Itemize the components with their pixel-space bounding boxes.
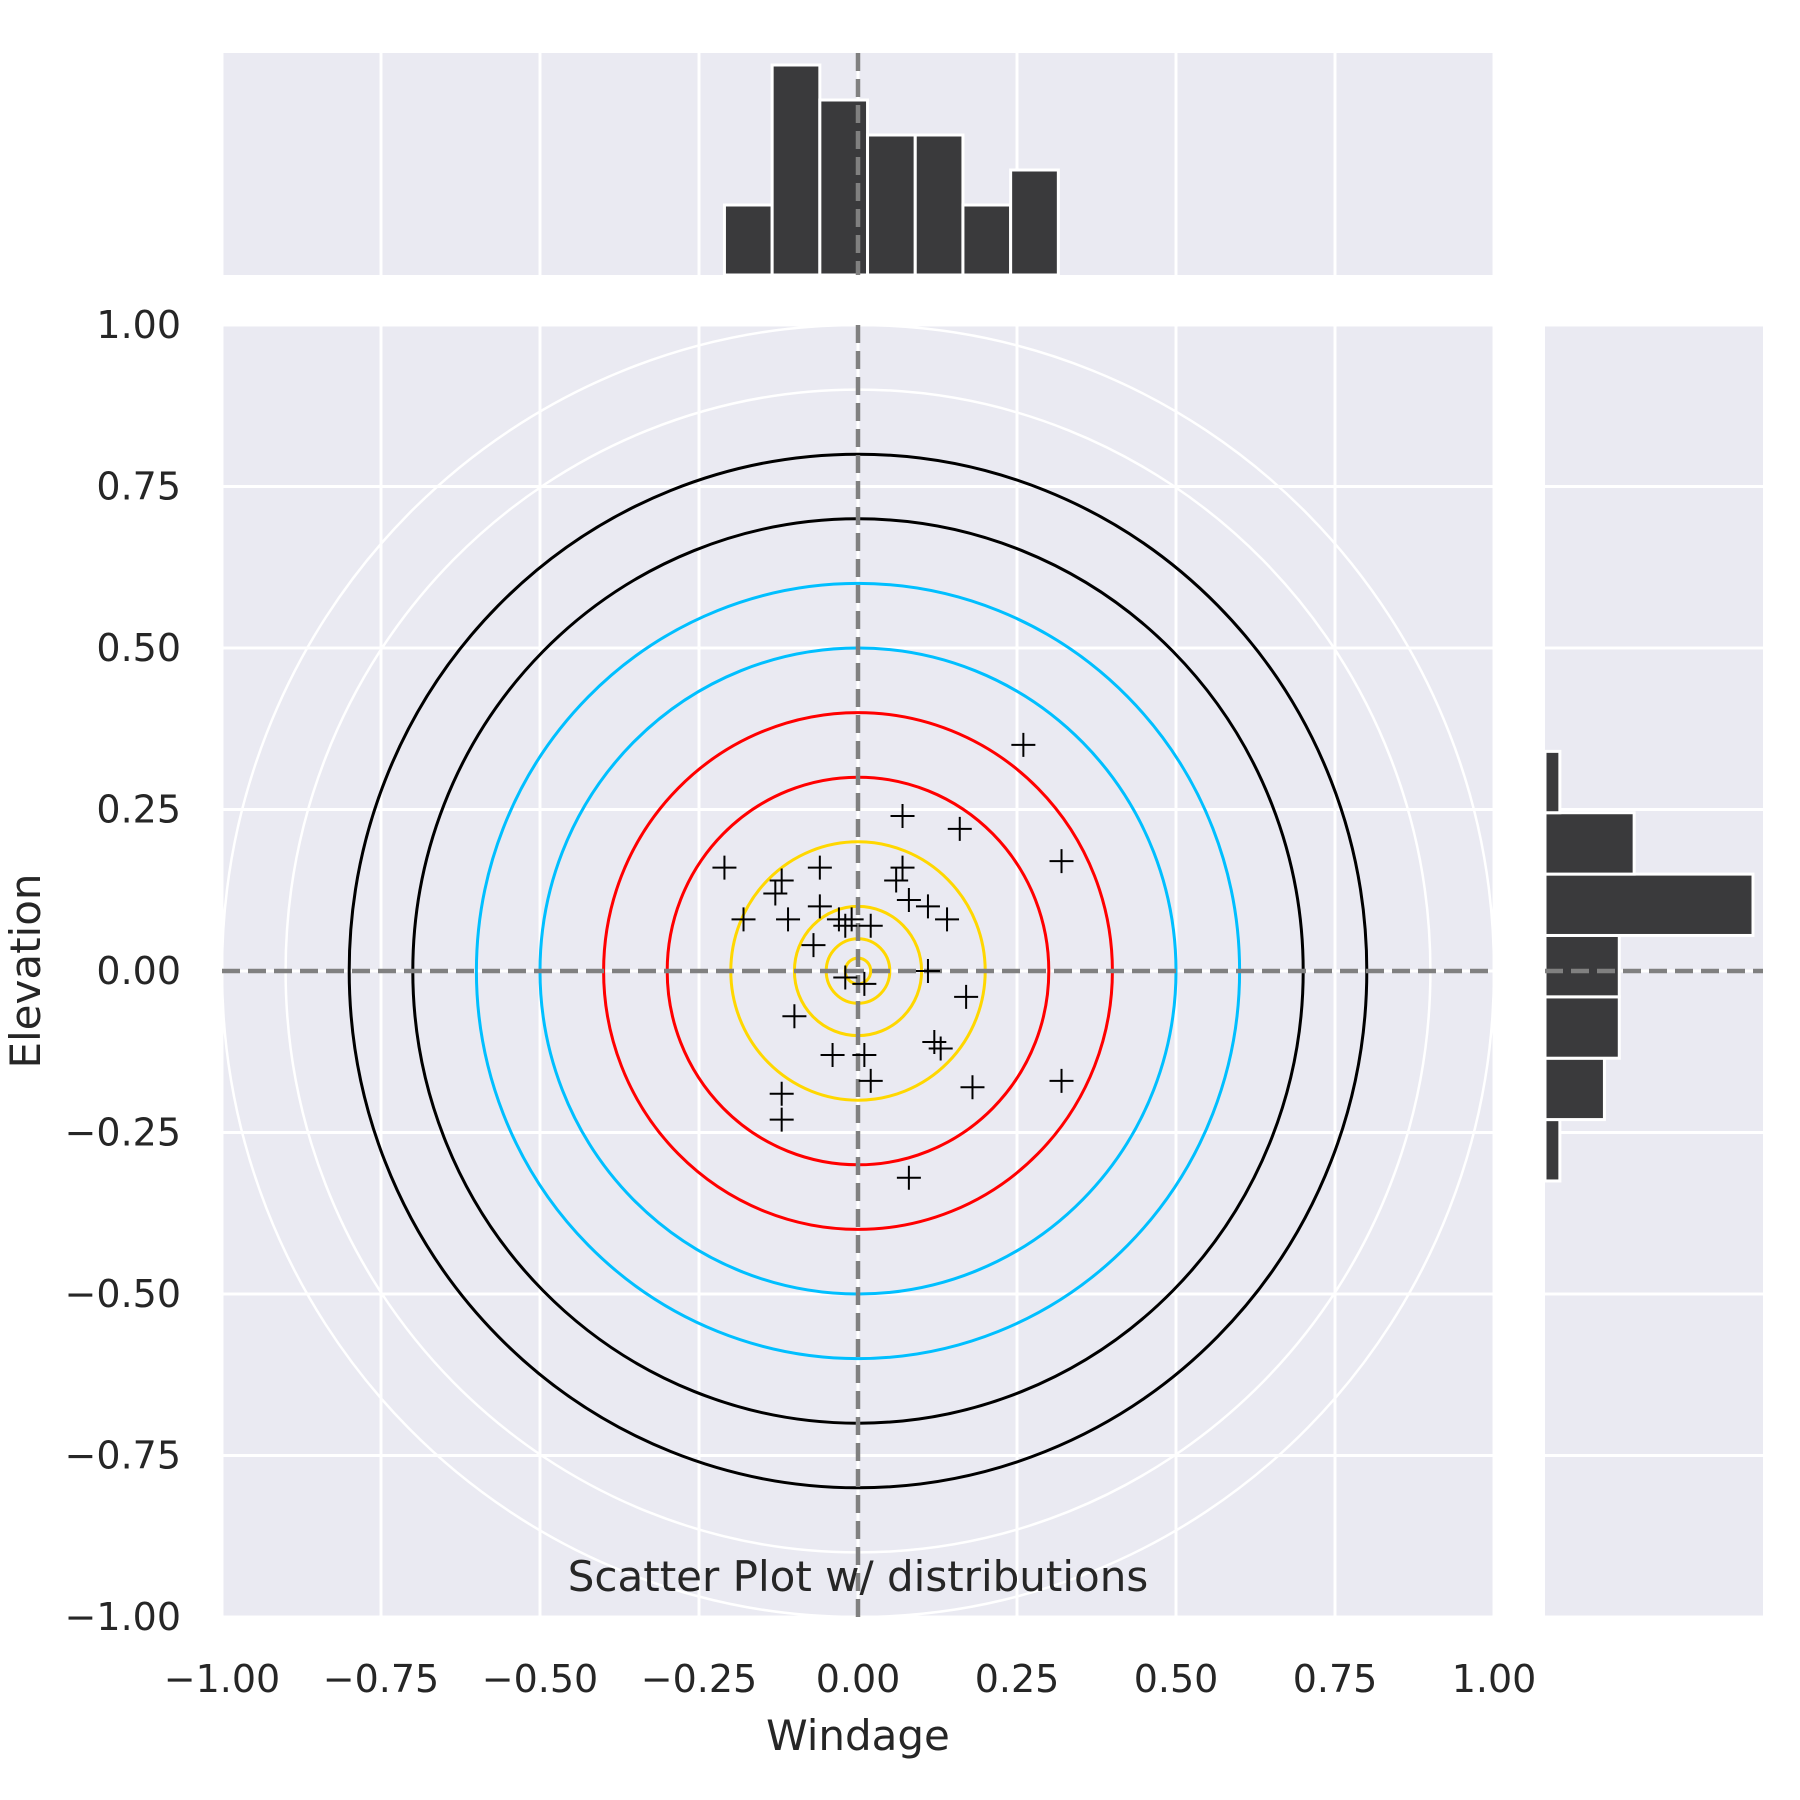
- scatter-point: [935, 907, 960, 932]
- scatter-point: [820, 1042, 845, 1067]
- y-tick-label: −0.75: [65, 1434, 181, 1478]
- scatter-point: [1011, 732, 1036, 757]
- right-histogram-bar: [1545, 933, 1621, 999]
- scatter-point: [915, 959, 940, 983]
- y-tick-label: 0.25: [96, 788, 181, 832]
- scatter-point: [712, 855, 737, 880]
- y-axis-label: Elevation: [1, 873, 50, 1068]
- scatter-point: [896, 1165, 921, 1190]
- right-histogram-bar: [1545, 811, 1636, 876]
- y-tick-label: −0.25: [65, 1111, 181, 1155]
- scatter-point: [807, 894, 832, 919]
- right-histogram-bars: [1545, 749, 1755, 1183]
- scatter-point: [769, 1107, 794, 1132]
- x-axis-ticks: −1.00 −0.75 −0.50 −0.25 0.00 0.25 0.50 0.75 1.00: [164, 1657, 1537, 1701]
- scatter-point: [782, 1004, 807, 1029]
- top-histogram-bar: [961, 203, 1013, 275]
- y-axis-ticks: 1.00 0.75 0.50 0.25 0.00 −0.25 −0.50 −0.75 −1.00: [65, 303, 181, 1639]
- right-histogram-bar: [1545, 1118, 1562, 1183]
- x-axis-label: Windage: [766, 1711, 950, 1760]
- scatter-point: [731, 907, 756, 932]
- x-tick-label: −1.00: [164, 1657, 280, 1701]
- right-histogram-bar: [1545, 872, 1755, 937]
- top-histogram-bar: [1009, 168, 1060, 275]
- top-histogram-bars: [722, 63, 1060, 275]
- y-tick-label: −0.50: [65, 1272, 181, 1316]
- y-tick-label: 0.50: [96, 626, 181, 670]
- scatter-point: [801, 933, 826, 958]
- scatter-point: [852, 1042, 877, 1067]
- scatter-point: [954, 984, 979, 1009]
- scatter-point: [928, 1036, 953, 1061]
- top-histogram-bar: [866, 133, 917, 275]
- x-tick-label: 0.50: [1134, 1657, 1219, 1701]
- scatter-point: [960, 1075, 985, 1100]
- right-histogram-bar: [1545, 1056, 1606, 1122]
- top-histogram-bar: [722, 203, 774, 275]
- main-plot-reference-lines: [222, 325, 1494, 1617]
- scatter-point: [852, 971, 877, 996]
- main-plot-panel: Scatter Plot w/ distributions: [222, 325, 1494, 1617]
- y-tick-label: 0.75: [96, 465, 181, 509]
- scatter-point: [922, 1030, 947, 1055]
- x-tick-label: −0.75: [323, 1657, 439, 1701]
- right-histogram-bar: [1545, 995, 1621, 1060]
- scatter-point: [776, 907, 801, 932]
- top-histogram-bar: [770, 63, 822, 275]
- scatter-point: [890, 855, 915, 880]
- scatter-point: [1049, 1068, 1074, 1093]
- scatter-points: [712, 732, 1074, 1190]
- scatter-point: [890, 803, 915, 828]
- x-tick-label: 0.00: [816, 1657, 901, 1701]
- right-histogram-panel: [1545, 325, 1763, 1617]
- scatter-point: [769, 1081, 794, 1106]
- top-histogram-panel: [222, 53, 1494, 275]
- y-tick-label: 1.00: [96, 303, 181, 347]
- scatter-point: [858, 913, 883, 938]
- x-tick-label: 0.25: [975, 1657, 1060, 1701]
- scatter-point: [839, 907, 864, 932]
- scatter-point: [769, 868, 794, 893]
- scatter-point: [896, 887, 921, 912]
- scatter-point: [884, 868, 909, 893]
- scatter-point: [1049, 849, 1074, 874]
- scatter-point: [915, 894, 940, 919]
- scatter-point: [947, 816, 972, 841]
- scatter-point: [858, 1068, 883, 1093]
- scatter-point: [833, 965, 858, 990]
- x-tick-label: 0.75: [1293, 1657, 1378, 1701]
- scatter-point: [833, 913, 858, 938]
- x-tick-label: −0.50: [482, 1657, 598, 1701]
- plot-annotation: Scatter Plot w/ distributions: [568, 1552, 1148, 1601]
- y-tick-label: −1.00: [65, 1595, 181, 1639]
- top-histogram-bar: [818, 98, 870, 275]
- scatter-point: [763, 881, 788, 906]
- y-tick-label: 0.00: [96, 949, 181, 993]
- x-tick-label: 1.00: [1452, 1657, 1537, 1701]
- scatter-point: [807, 855, 832, 880]
- top-histogram-bar: [913, 133, 965, 275]
- x-tick-label: −0.25: [641, 1657, 757, 1701]
- right-histogram-bar: [1545, 749, 1562, 815]
